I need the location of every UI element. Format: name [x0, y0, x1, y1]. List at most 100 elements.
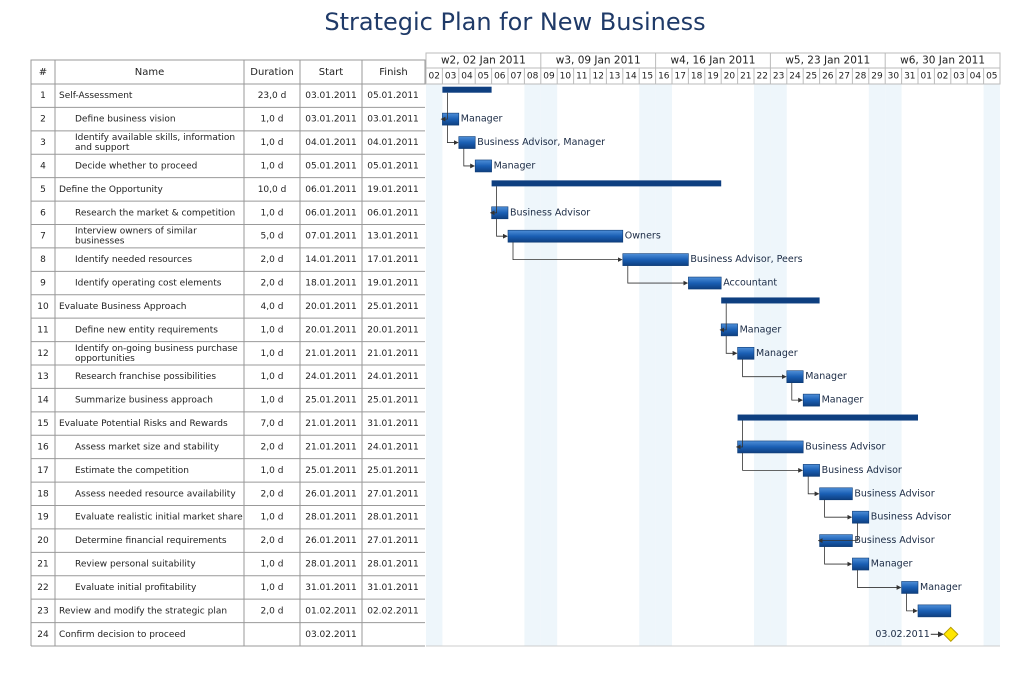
finish-date: 28.01.2011: [367, 513, 419, 523]
task-bar: [474, 159, 492, 173]
weekend-shade: [983, 84, 1000, 646]
day-label: 02: [937, 72, 948, 82]
finish-date: 28.01.2011: [367, 560, 419, 570]
column-header: Duration: [250, 67, 293, 78]
task-bar: [458, 136, 476, 149]
task-name: Estimate the competition: [75, 466, 189, 476]
day-label: 04: [461, 72, 473, 82]
task-name: Identify operating cost elements: [75, 279, 222, 289]
task-bar: [852, 557, 870, 571]
start-date: 21.01.2011: [305, 349, 357, 359]
finish-date: 24.01.2011: [367, 442, 419, 452]
task-name: and support: [75, 143, 130, 153]
day-label: 18: [691, 72, 703, 82]
resource-label: Owners: [625, 231, 661, 242]
dependency-link: [742, 359, 787, 380]
column-header: #: [39, 67, 47, 78]
weekend-shade: [426, 84, 443, 646]
resource-label: Manager: [494, 160, 536, 171]
week-label: w4, 16 Jan 2011: [671, 55, 756, 67]
day-label: 05: [478, 72, 489, 82]
finish-date: 27.01.2011: [367, 536, 419, 546]
start-date: 04.01.2011: [305, 138, 357, 148]
start-date: 26.01.2011: [305, 489, 357, 499]
duration: 2,0 d: [261, 255, 284, 265]
day-label: 07: [510, 72, 521, 82]
duration: 10,0 d: [258, 185, 287, 195]
start-date: 28.01.2011: [305, 560, 357, 570]
summary-bar: [442, 86, 492, 93]
row-id: 14: [37, 396, 49, 406]
day-label: 25: [806, 72, 817, 82]
row-id: 19: [37, 513, 49, 523]
day-label: 05: [986, 72, 997, 82]
task-bar: [737, 440, 804, 454]
task-name: Evaluate realistic initial market share: [75, 513, 243, 523]
weekend-shade: [754, 84, 771, 646]
task-name: Research the market & competition: [75, 208, 235, 218]
resource-label: Manager: [920, 582, 962, 593]
row-id: 15: [37, 419, 48, 429]
day-label: 29: [871, 72, 883, 82]
row-id: 5: [40, 185, 46, 195]
task-bar: [917, 604, 952, 618]
day-label: 24: [789, 72, 801, 82]
summary-bar: [737, 414, 918, 421]
task-bar: [688, 276, 722, 290]
day-label: 17: [674, 72, 685, 82]
dependency-link: [742, 452, 803, 473]
task-name: Interview owners of similar: [75, 227, 197, 237]
task-bar: [786, 370, 804, 384]
weekend-shade: [540, 84, 558, 646]
resource-label: Manager: [822, 395, 864, 406]
finish-date: 25.01.2011: [367, 302, 419, 312]
summary-bar: [491, 180, 722, 187]
start-date: 18.01.2011: [305, 279, 357, 289]
finish-date: 05.01.2011: [367, 161, 419, 171]
dependency-link: [824, 546, 853, 567]
duration: 7,0 d: [261, 419, 284, 429]
day-label: 20: [724, 72, 736, 82]
start-date: 03.02.2011: [305, 630, 357, 640]
resource-label: Manager: [805, 371, 847, 382]
task-name: Review personal suitability: [75, 560, 196, 570]
row-id: 13: [37, 372, 48, 382]
row-id: 24: [37, 630, 49, 640]
finish-date: 03.01.2011: [367, 115, 419, 125]
task-bar: [737, 346, 755, 360]
duration: 1,0 d: [261, 396, 284, 406]
dependency-link: [857, 570, 902, 590]
start-date: 06.01.2011: [305, 208, 357, 218]
task-name: Identify on-going business purchase: [75, 344, 238, 354]
day-label: 08: [527, 72, 539, 82]
dependency-link: [440, 92, 448, 122]
finish-date: 25.01.2011: [367, 466, 419, 476]
row-id: 10: [37, 302, 49, 312]
dependency-link: [824, 499, 853, 520]
task-name: Determine financial requirements: [75, 536, 227, 546]
task-name: Assess needed resource availability: [75, 489, 236, 499]
resource-label: Business Advisor, Peers: [690, 254, 802, 265]
resource-label: Business Advisor, Manager: [477, 137, 605, 148]
column-header: Start: [319, 67, 344, 78]
row-id: 11: [37, 325, 48, 335]
day-label: 27: [838, 72, 849, 82]
resource-label: Business Advisor: [822, 465, 902, 476]
weekend-shade: [655, 84, 672, 646]
dependency-link: [463, 148, 475, 169]
row-id: 8: [40, 255, 46, 265]
finish-date: 04.01.2011: [367, 138, 419, 148]
day-label: 09: [543, 72, 555, 82]
weekend-shade: [868, 84, 886, 646]
week-label: w2, 02 Jan 2011: [441, 55, 526, 67]
duration: 2,0 d: [261, 489, 284, 499]
row-id: 4: [40, 161, 46, 171]
start-date: 20.01.2011: [305, 302, 357, 312]
finish-date: 17.01.2011: [367, 255, 419, 265]
finish-date: 21.01.2011: [367, 349, 419, 359]
week-label: w5, 23 Jan 2011: [785, 55, 870, 67]
dependency-link: [906, 593, 918, 614]
duration: 1,0 d: [261, 466, 284, 476]
day-label: 22: [756, 72, 767, 82]
finish-date: 02.02.2011: [367, 606, 419, 616]
